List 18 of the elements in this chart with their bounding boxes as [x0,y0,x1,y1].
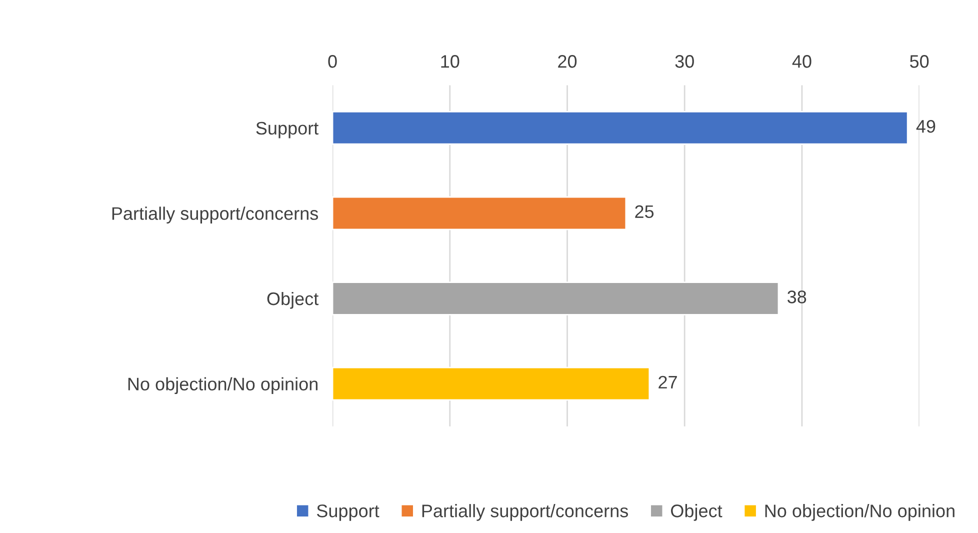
y-tick-label: Support [256,122,319,138]
legend-label: No objection/No opinion [765,504,954,521]
legend-label: Partially support/concerns [422,504,628,521]
data-label: 38 [788,290,806,304]
y-tick-label: No objection/No opinion [128,377,318,394]
y-tick-label: Object [267,292,318,309]
x-tick-label: 50 [910,55,929,68]
y-tick-label: Partially support/concerns [112,206,318,224]
legend-label: Support [316,504,380,521]
data-label: 27 [658,376,677,388]
x-tick-label: 40 [792,55,812,68]
data-label: 49 [916,120,936,133]
data-label: 25 [635,205,654,218]
legend-label: Object [671,504,722,521]
x-tick-label: 30 [675,55,694,68]
x-tick-label: 0 [328,55,337,68]
x-tick-label: 10 [441,55,460,68]
x-tick-label: 20 [558,55,577,68]
